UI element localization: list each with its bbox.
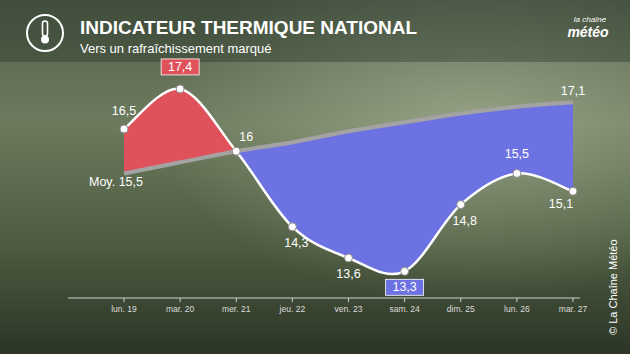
data-label: 17,4 (168, 60, 192, 74)
point (569, 187, 577, 195)
title: INDICATEUR THERMIQUE NATIONAL (80, 17, 417, 38)
normal-label: 17,1 (561, 84, 585, 98)
label-box (161, 59, 199, 75)
x-tick-label: lun. 19 (111, 304, 137, 314)
data-label: 15,1 (549, 197, 573, 211)
x-tick-label: sam. 24 (390, 304, 421, 314)
plot-area (120, 85, 577, 275)
x-tick-label: lun. 26 (504, 304, 530, 314)
background-light (0, 0, 630, 354)
data-label: 13,3 (392, 280, 416, 294)
x-tick (404, 298, 405, 302)
label-box (386, 279, 424, 295)
point (401, 267, 409, 275)
x-tick-label: mar. 20 (166, 304, 195, 314)
brand: météo (567, 24, 609, 40)
x-tick-label: mar. 27 (559, 304, 588, 314)
x-tick (124, 298, 125, 302)
icon-thermometer (43, 21, 48, 36)
point (345, 254, 353, 262)
point (232, 147, 240, 155)
area-above (124, 89, 573, 274)
background (0, 0, 630, 354)
data-label: 15,5 (505, 147, 529, 161)
header-band (0, 0, 630, 62)
normal-label: Moy. 15,5 (89, 175, 143, 189)
point (288, 223, 296, 231)
x-tick (180, 298, 181, 302)
data-label: 13,6 (336, 267, 360, 281)
x-tick-label: dim. 25 (447, 304, 475, 314)
brand: la chaîne (574, 15, 607, 24)
x-tick (236, 298, 237, 302)
normal-line (124, 102, 573, 173)
x-tick (348, 298, 349, 302)
x-tick (573, 298, 574, 302)
data-label: 14,8 (453, 214, 477, 228)
data-label: 16,5 (112, 104, 136, 118)
data-label: 14,3 (284, 236, 308, 250)
data-label: 16 (239, 130, 253, 144)
x-tick (460, 298, 461, 302)
x-axis (68, 298, 580, 299)
x-tick (292, 298, 293, 302)
icon-ring (27, 15, 63, 51)
chart: INDICATEUR THERMIQUE NATIONAL Vers un raf… (0, 0, 630, 354)
x-tick (516, 298, 517, 302)
area-below (124, 89, 573, 274)
point (176, 85, 184, 93)
point (120, 125, 128, 133)
x-tick-label: mer. 21 (222, 304, 251, 314)
copyright: © La Chaîne Météo (607, 239, 619, 335)
point (513, 169, 521, 177)
subtitle: Vers un rafraîchissement marqué (80, 41, 271, 56)
normal-value: 15,5 (119, 175, 143, 189)
x-tick-label: jeu. 22 (279, 304, 306, 314)
x-tick-label: ven. 23 (335, 304, 363, 314)
normal-name: Moy. (89, 175, 119, 189)
value-line (124, 89, 573, 274)
point (457, 201, 465, 209)
icon-bulb (41, 36, 49, 44)
